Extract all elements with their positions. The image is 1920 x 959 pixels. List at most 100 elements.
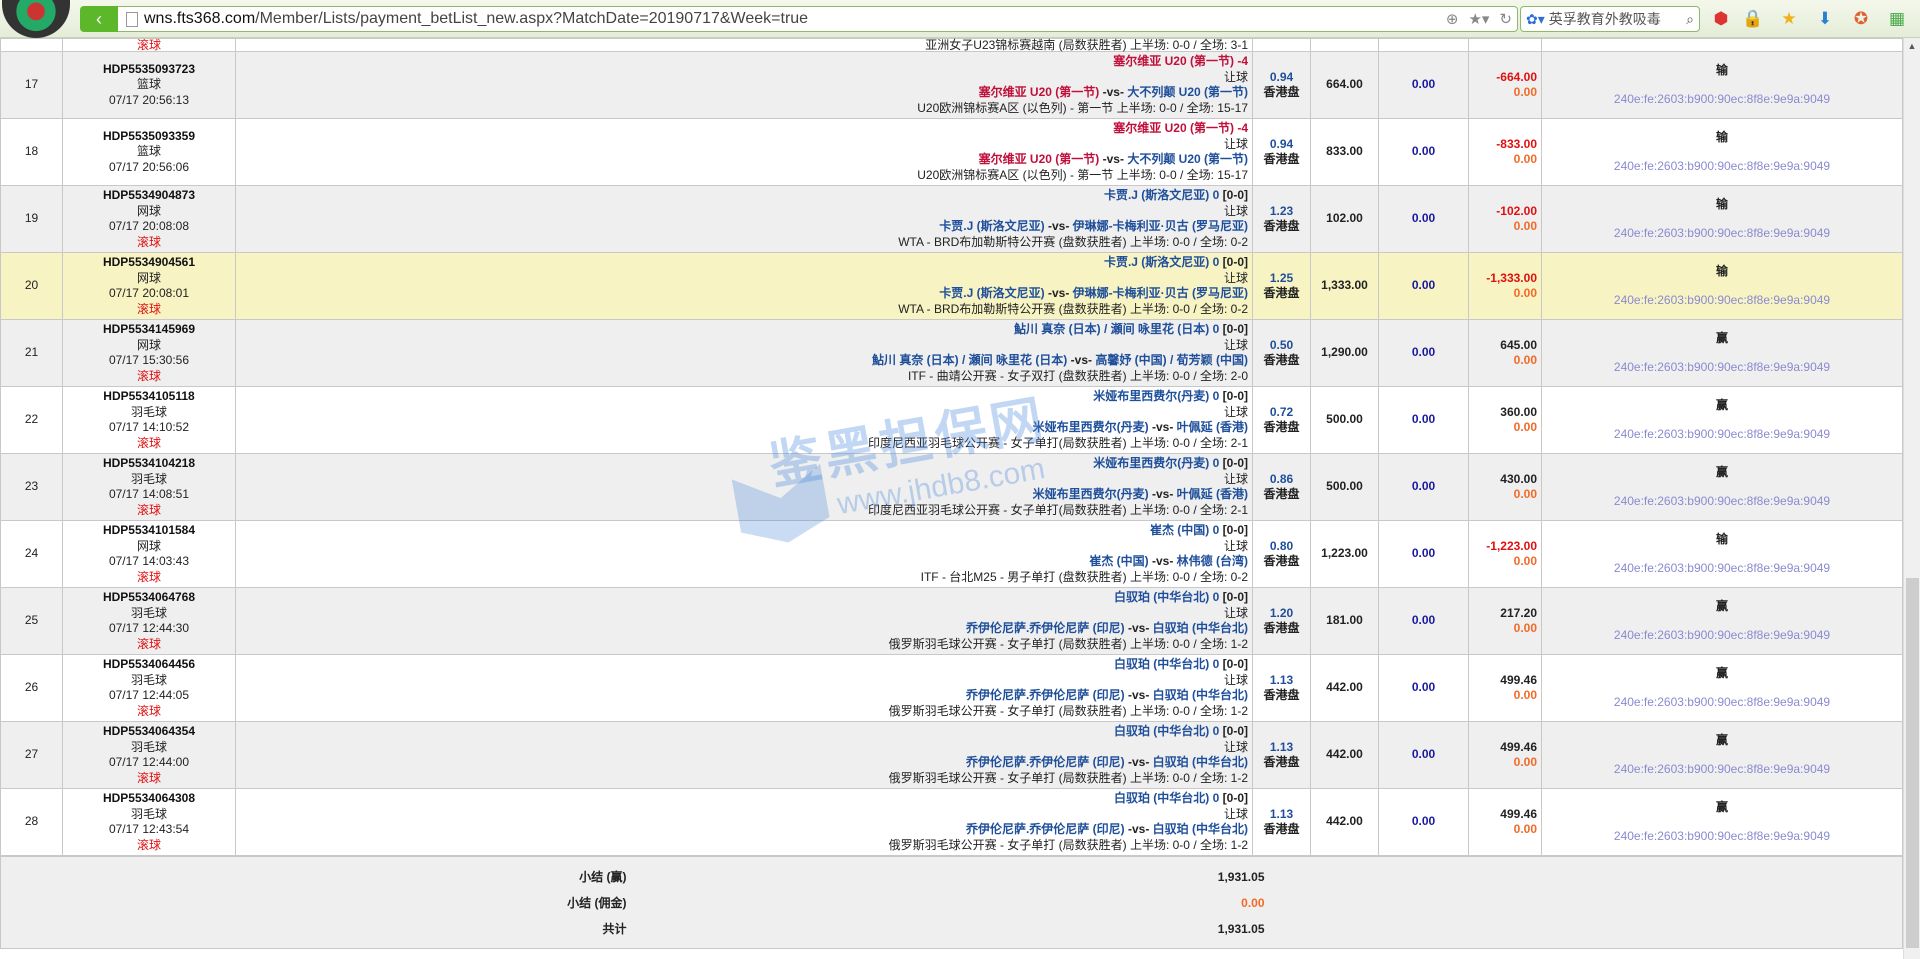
- search-input[interactable]: 英孚教育外教吸毒: [1548, 11, 1661, 27]
- stake: 500.00: [1310, 386, 1379, 454]
- team-away[interactable]: 白驭珀 (中华台北): [1152, 755, 1248, 769]
- scrollbar-thumb[interactable]: [1906, 578, 1919, 948]
- download-icon[interactable]: ⬇: [1817, 9, 1833, 28]
- live-tag: 滚球: [136, 770, 161, 785]
- stake: 102.00: [1310, 185, 1379, 253]
- winloss-cell: 645.00 0.00: [1468, 319, 1542, 387]
- commission-amount: 0.00: [1513, 554, 1537, 568]
- league: WTA - BRD布加勒斯特公开赛 (盘数获胜者): [898, 301, 1127, 316]
- compat-icon[interactable]: ⊕: [1445, 11, 1459, 28]
- team-home[interactable]: 塞尔维亚 U20 (第一节): [978, 152, 1100, 166]
- league: ITF - 台北M25 - 男子单打 (盘数获胜者): [920, 569, 1127, 584]
- selected-team[interactable]: 米娅布里西费尔(丹麦): [1093, 389, 1210, 403]
- league: U20欧洲锦标赛A区 (以色列) - 第一节: [917, 167, 1114, 182]
- ip-address: 240e:fe:2603:b900:90ec:8f8e:9e9a:9049: [1613, 360, 1831, 374]
- winloss: -833.00: [1496, 136, 1537, 151]
- vs-label: -vs-: [1070, 353, 1092, 367]
- selected-team[interactable]: 卡贾.J (斯洛文尼亚): [1103, 188, 1210, 202]
- odds-cell: 1.20 香港盘: [1252, 587, 1311, 655]
- selected-team[interactable]: 卡贾.J (斯洛文尼亚): [1103, 255, 1210, 269]
- league-line: ITF - 台北M25 - 男子单打 (盘数获胜者) 上半场: 0-0 / 全场…: [236, 570, 1248, 586]
- security-icon[interactable]: ⬢: [1713, 9, 1729, 28]
- team-home[interactable]: 鮎川 真奈 (日本) / 瀬间 咏里花 (日本): [871, 353, 1068, 367]
- bet-time: 07/17 12:44:05: [108, 688, 190, 702]
- team-away[interactable]: 高馨妤 (中国) / 荀芳颖 (中国): [1095, 353, 1248, 367]
- team-home[interactable]: 米娅布里西费尔(丹麦): [1032, 487, 1149, 501]
- selected-team[interactable]: 塞尔维亚 U20 (第一节): [1113, 54, 1234, 68]
- favorites-icon[interactable]: ★: [1781, 9, 1797, 28]
- lock-icon[interactable]: 🔒: [1742, 9, 1764, 28]
- team-home[interactable]: 崔杰 (中国): [1089, 554, 1149, 568]
- selected-team[interactable]: 塞尔维亚 U20 (第一节): [1113, 121, 1234, 135]
- final-score: 上半场: 0-0 / 全场: 1-2: [1129, 770, 1248, 785]
- team-away[interactable]: 大不列颠 U20 (第一节): [1127, 152, 1248, 166]
- bet-selection: 白驭珀 (中华台北) 0 [0-0]: [236, 791, 1248, 807]
- bet-id: HDP5534904561: [102, 255, 196, 269]
- result-status: 输: [1715, 129, 1728, 144]
- bet-id: HDP5534064308: [102, 791, 196, 805]
- team-home[interactable]: 乔伊伦尼萨.乔伊伦尼萨 (印尼): [965, 688, 1125, 702]
- selected-team[interactable]: 白驭珀 (中华台北): [1113, 791, 1210, 805]
- team-away[interactable]: 叶佩延 (香港): [1176, 420, 1248, 434]
- team-away[interactable]: 伊琳娜-卡梅利亚·贝古 (罗马尼亚): [1072, 286, 1248, 300]
- search-icon[interactable]: ⌕: [1686, 10, 1694, 27]
- selected-team[interactable]: 白驭珀 (中华台北): [1113, 724, 1210, 738]
- league: 印度尼西亚羽毛球公开赛 - 女子单打(局数获胜者): [867, 435, 1127, 450]
- vs-label: -vs-: [1151, 487, 1174, 501]
- matchup: 米娅布里西费尔(丹麦) -vs- 叶佩延 (香港): [236, 487, 1248, 503]
- final-score: 上半场: 0-0 / 全场: 1-2: [1129, 837, 1248, 852]
- search-engine-icon[interactable]: ✿▾: [1526, 10, 1545, 27]
- selected-team[interactable]: 崔杰 (中国): [1149, 523, 1210, 537]
- row-number: 17: [0, 51, 63, 119]
- reload-icon[interactable]: ↻: [1499, 11, 1512, 28]
- league: 亚洲女子U23锦标赛越南 (局数获胜者): [925, 38, 1127, 52]
- commission: 0.00: [1378, 520, 1469, 588]
- team-away[interactable]: 白驭珀 (中华台北): [1152, 621, 1248, 635]
- url-text[interactable]: wns.fts368.com/Member/Lists/payment_betL…: [144, 10, 1441, 28]
- winloss-cell: -833.00 0.00: [1468, 118, 1542, 186]
- result-cell: 输 240e:fe:2603:b900:90ec:8f8e:9e9a:9049: [1541, 51, 1903, 119]
- live-score: [0-0]: [1222, 657, 1248, 671]
- back-button[interactable]: ‹: [80, 6, 118, 32]
- team-home[interactable]: 乔伊伦尼萨.乔伊伦尼萨 (印尼): [965, 755, 1125, 769]
- vertical-scrollbar[interactable]: ▲: [1903, 38, 1920, 959]
- winloss: 430.00: [1500, 471, 1537, 486]
- row-number: 22: [0, 386, 63, 454]
- selected-team[interactable]: 白驭珀 (中华台北): [1113, 590, 1210, 604]
- match-cell: 塞尔维亚 U20 (第一节) -4 让球 塞尔维亚 U20 (第一节) -vs- 大…: [235, 51, 1253, 119]
- bet-time: 07/17 20:08:01: [108, 286, 190, 300]
- ip-address: 240e:fe:2603:b900:90ec:8f8e:9e9a:9049: [1613, 427, 1831, 441]
- ip-address: 240e:fe:2603:b900:90ec:8f8e:9e9a:9049: [1613, 494, 1831, 508]
- team-away[interactable]: 林伟德 (台湾): [1176, 554, 1248, 568]
- team-home[interactable]: 塞尔维亚 U20 (第一节): [978, 85, 1100, 99]
- team-home[interactable]: 乔伊伦尼萨.乔伊伦尼萨 (印尼): [965, 621, 1125, 635]
- odds-cell: 1.13 香港盘: [1252, 721, 1311, 789]
- matchup: 乔伊伦尼萨.乔伊伦尼萨 (印尼) -vs- 白驭珀 (中华台北): [236, 621, 1248, 637]
- selected-team[interactable]: 米娅布里西费尔(丹麦): [1093, 456, 1210, 470]
- commission: 0.00: [1378, 587, 1469, 655]
- team-away[interactable]: 白驭珀 (中华台北): [1152, 688, 1248, 702]
- team-home[interactable]: 乔伊伦尼萨.乔伊伦尼萨 (印尼): [965, 822, 1125, 836]
- team-home[interactable]: 卡贾.J (斯洛文尼亚): [939, 219, 1045, 233]
- odds-type: 香港盘: [1263, 219, 1300, 233]
- game-icon[interactable]: ✪: [1853, 9, 1869, 28]
- scroll-up-arrow-icon[interactable]: ▲: [1907, 41, 1917, 51]
- bet-info-cell: HDP5534064768 羽毛球 07/17 12:44:30 滚球: [62, 587, 236, 655]
- bet-list: 滚球 亚洲女子U23锦标赛越南 (局数获胜者) 上半场: 0-0 / 全场: 3…: [0, 38, 1903, 949]
- odds: 1.13: [1269, 739, 1294, 754]
- bet-selection: 白驭珀 (中华台北) 0 [0-0]: [236, 724, 1248, 740]
- team-home[interactable]: 米娅布里西费尔(丹麦): [1032, 420, 1149, 434]
- selected-team[interactable]: 鮎川 真奈 (日本) / 瀬间 咏里花 (日本): [1013, 322, 1210, 336]
- star-icon[interactable]: ★▾: [1468, 11, 1490, 28]
- live-tag: 滚球: [136, 837, 161, 852]
- team-home[interactable]: 卡贾.J (斯洛文尼亚): [939, 286, 1045, 300]
- team-away[interactable]: 叶佩延 (香港): [1176, 487, 1248, 501]
- selected-team[interactable]: 白驭珀 (中华台北): [1113, 657, 1210, 671]
- address-bar[interactable]: wns.fts368.com/Member/Lists/payment_betL…: [118, 6, 1518, 32]
- team-away[interactable]: 白驭珀 (中华台北): [1152, 822, 1248, 836]
- search-box[interactable]: ✿▾ 英孚教育外教吸毒 ⌕: [1520, 6, 1700, 32]
- apps-icon[interactable]: ▦: [1888, 9, 1906, 28]
- team-away[interactable]: 大不列颠 U20 (第一节): [1127, 85, 1248, 99]
- team-away[interactable]: 伊琳娜-卡梅利亚·贝古 (罗马尼亚): [1072, 219, 1248, 233]
- live-score: [0-0]: [1222, 255, 1248, 269]
